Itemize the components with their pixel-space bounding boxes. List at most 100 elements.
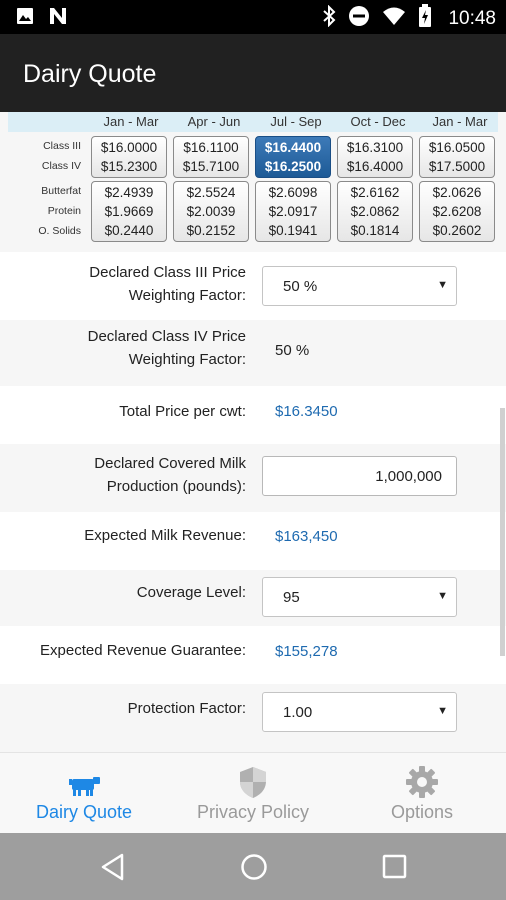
protection-factor-select[interactable]: 1.00 ▼ [262, 692, 457, 732]
class-iv-price: $15.2300 [100, 159, 158, 174]
gear-icon [338, 765, 506, 799]
class-iv-price: $17.5000 [428, 159, 486, 174]
total-price-label: Total Price per cwt: [119, 403, 246, 420]
quarter-label: Jul - Sep [270, 114, 322, 129]
class-price-button[interactable]: $16.0000 $15.2300 [91, 136, 167, 178]
quarter-header: Jan - Mar Apr - Jun Jul - Sep Oct - Dec … [8, 112, 498, 132]
back-icon[interactable] [100, 853, 126, 886]
class-iv-label: Class IV [41, 160, 81, 172]
n-app-icon [48, 7, 68, 30]
shield-icon [169, 765, 337, 799]
class-iii-price: $16.3100 [346, 140, 404, 155]
cow-icon [0, 765, 168, 799]
system-navigation-bar [0, 833, 506, 900]
app-title: Dairy Quote [23, 60, 157, 88]
revenue-guarantee-label: Expected Revenue Guarantee: [40, 642, 246, 659]
class-iii-price: $16.1100 [183, 140, 239, 155]
butterfat-price: $2.0626 [432, 185, 482, 200]
class-iii-weight-row: Declared Class III Price Weighting Facto… [0, 252, 506, 320]
component-price-button[interactable]: $2.4939 $1.9669 $0.2440 [91, 181, 167, 242]
coverage-level-row: Coverage Level: 95 ▼ [0, 570, 506, 626]
class-iv-price: $16.2500 [264, 159, 322, 174]
status-time: 10:48 [448, 7, 496, 29]
select-value: 50 % [283, 278, 318, 295]
dropdown-arrow-icon: ▼ [437, 590, 448, 602]
protection-factor-label: Protection Factor: [127, 700, 246, 717]
label-line: Weighting Factor: [128, 287, 246, 304]
class-iii-price: $16.0000 [100, 140, 158, 155]
quarter-label: Jan - Mar [432, 114, 488, 129]
class-price-button[interactable]: $16.0500 $17.5000 [419, 136, 495, 178]
class-price-button[interactable]: $16.3100 $16.4000 [337, 136, 413, 178]
battery-charging-icon [418, 4, 432, 33]
class-iv-weight-row: Declared Class IV Price Weighting Factor… [0, 320, 506, 386]
home-icon[interactable] [240, 853, 268, 886]
dropdown-arrow-icon: ▼ [437, 705, 448, 717]
component-price-button[interactable]: $2.5524 $2.0039 $0.2152 [173, 181, 249, 242]
class-iv-price: $16.4000 [346, 159, 404, 174]
butterfat-price: $2.4939 [104, 185, 154, 200]
class-price-button-selected[interactable]: $16.4400 $16.2500 [255, 136, 331, 178]
butterfat-label: Butterfat [41, 185, 81, 197]
other-solids-price: $0.2602 [432, 223, 482, 238]
component-price-button[interactable]: $2.6162 $2.0862 $0.1814 [337, 181, 413, 242]
total-price-row: Total Price per cwt: $16.3450 [0, 386, 506, 444]
bluetooth-icon [322, 4, 336, 32]
app-bar: Dairy Quote [0, 34, 506, 112]
protein-price: $1.9669 [104, 204, 154, 219]
nav-label: Privacy Policy [196, 802, 310, 822]
do-not-disturb-icon [348, 5, 370, 32]
label-line: Declared Class IV Price [87, 328, 246, 345]
protein-label: Protein [47, 205, 81, 217]
covered-production-row: Declared Covered Milk Production (pounds… [0, 444, 506, 512]
status-bar: 10:48 [0, 0, 506, 34]
coverage-level-select[interactable]: 95 ▼ [262, 577, 457, 617]
select-value: 95 [283, 589, 300, 606]
quarter-label: Oct - Dec [350, 114, 406, 129]
expected-revenue-label: Expected Milk Revenue: [84, 527, 246, 544]
input-value: 1,000,000 [375, 468, 442, 485]
quarter-label: Apr - Jun [187, 114, 241, 129]
butterfat-price: $2.6098 [268, 185, 318, 200]
class-iii-label: Class III [43, 140, 81, 152]
protein-price: $2.0039 [186, 204, 236, 219]
protein-price: $2.0917 [268, 204, 318, 219]
quote-content[interactable]: Jan - Mar Apr - Jun Jul - Sep Oct - Dec … [0, 112, 506, 752]
label-line: Declared Class III Price [89, 264, 246, 281]
class-iii-weight-select[interactable]: 50 % ▼ [262, 266, 457, 306]
image-icon [16, 7, 34, 30]
covered-production-label: Declared Covered Milk Production (pounds… [94, 452, 246, 498]
label-line: Weighting Factor: [128, 351, 246, 368]
component-price-button[interactable]: $2.6098 $2.0917 $0.1941 [255, 181, 331, 242]
butterfat-price: $2.5524 [186, 185, 236, 200]
revenue-guarantee-value: $155,278 [275, 643, 338, 660]
scrollbar[interactable] [500, 408, 505, 656]
total-price-value: $16.3450 [275, 403, 338, 420]
nav-privacy-policy[interactable]: Privacy Policy [169, 753, 337, 834]
dropdown-arrow-icon: ▼ [437, 279, 448, 291]
nav-dairy-quote[interactable]: Dairy Quote [0, 753, 168, 834]
nav-label: Dairy Quote [35, 802, 133, 822]
select-value: 1.00 [283, 704, 313, 721]
revenue-guarantee-row: Expected Revenue Guarantee: $155,278 [0, 626, 506, 684]
protein-price: $2.6208 [432, 204, 482, 219]
class-iii-price: $16.4400 [264, 140, 322, 155]
other-solids-price: $0.2152 [186, 223, 236, 238]
class-iv-weight-label: Declared Class IV Price Weighting Factor… [88, 325, 246, 371]
class-iv-price: $15.7100 [182, 159, 240, 174]
other-solids-price: $0.1941 [268, 223, 318, 238]
other-solids-label: O. Solids [38, 225, 81, 237]
protection-factor-row: Protection Factor: 1.00 ▼ [0, 684, 506, 752]
class-price-button[interactable]: $16.1100 $15.7100 [173, 136, 249, 178]
protein-price: $2.0862 [350, 204, 400, 219]
class-iii-weight-label: Declared Class III Price Weighting Facto… [89, 261, 246, 307]
recents-icon[interactable] [382, 854, 408, 885]
component-price-button[interactable]: $2.0626 $2.6208 $0.2602 [419, 181, 495, 242]
butterfat-price: $2.6162 [350, 185, 400, 200]
expected-revenue-row: Expected Milk Revenue: $163,450 [0, 512, 506, 570]
label-line: Declared Covered Milk [94, 455, 246, 472]
covered-production-input[interactable]: 1,000,000 [262, 456, 457, 496]
class-iii-price: $16.0500 [428, 140, 486, 155]
nav-options[interactable]: Options [338, 753, 506, 834]
nav-label: Options [390, 802, 454, 822]
